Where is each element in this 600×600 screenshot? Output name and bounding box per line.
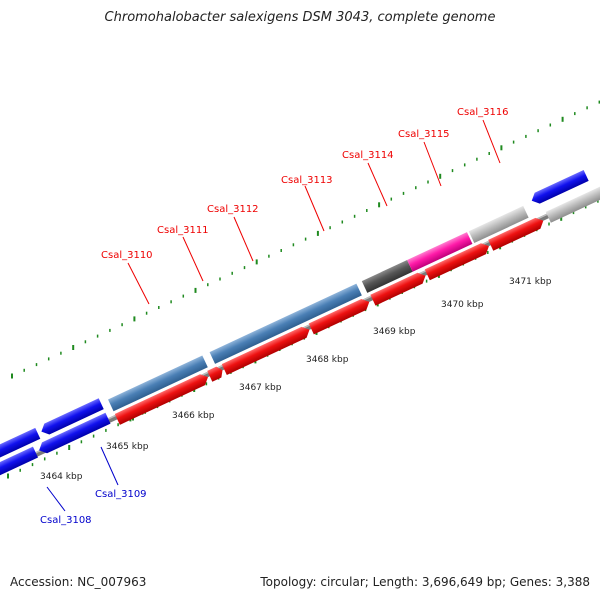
gene-right-blue[interactable] [529, 169, 589, 206]
gene-red-3110[interactable] [114, 372, 211, 425]
scale-label-3468: 3468 kbp [306, 355, 349, 365]
gene-csal-3114[interactable] [361, 259, 413, 293]
gene-csal-3110[interactable] [108, 355, 208, 412]
map-title: Chromohalobacter salexigens DSM 3043, co… [104, 10, 496, 25]
blue-leaders [46, 446, 119, 512]
gene-csal-3108-a[interactable] [0, 427, 41, 465]
gene-red-3112[interactable] [221, 324, 312, 375]
gene-red-3113[interactable] [308, 296, 372, 335]
topology-summary: Topology: circular; Length: 3,696,649 bp… [260, 575, 590, 589]
gene-csal-3109-a[interactable] [39, 398, 104, 437]
gene-csal-3112[interactable] [209, 283, 362, 364]
accession-text: Accession: NC_007963 [10, 575, 147, 589]
scale-label-3466: 3466 kbp [172, 411, 215, 421]
label-csal-3111: Csal_3111 [157, 225, 209, 236]
gene-csal-3109-b[interactable] [37, 412, 111, 456]
label-csal-3114: Csal_3114 [342, 150, 394, 161]
label-csal-3109: Csal_3109 [95, 489, 147, 500]
label-csal-3113: Csal_3113 [281, 175, 333, 186]
gene-csal-3115[interactable] [407, 232, 473, 272]
scale-label-3469: 3469 kbp [373, 327, 416, 337]
scale-label-3470: 3470 kbp [441, 300, 484, 310]
red-leaders [127, 119, 501, 305]
label-csal-3108: Csal_3108 [40, 515, 92, 526]
gene-red-3116[interactable] [488, 215, 546, 251]
label-csal-3116: Csal_3116 [457, 107, 509, 118]
dotted-track-upper [11, 100, 600, 379]
scale-label-3465: 3465 kbp [106, 442, 149, 452]
label-csal-3112: Csal_3112 [207, 204, 259, 215]
label-csal-3110: Csal_3110 [101, 250, 153, 261]
gene-csal-3116[interactable] [468, 205, 529, 244]
label-csal-3115: Csal_3115 [398, 129, 450, 140]
gene-red-3114[interactable] [370, 270, 428, 306]
gene-red-3111[interactable] [207, 365, 225, 382]
gene-red-3115[interactable] [424, 241, 492, 281]
scale-label-3467: 3467 kbp [239, 383, 282, 393]
gene-right-gray[interactable] [545, 186, 600, 223]
gene-csal-3108-b[interactable] [0, 446, 39, 484]
scale-label-3471: 3471 kbp [509, 277, 552, 287]
scale-label-3464: 3464 kbp [40, 472, 83, 482]
